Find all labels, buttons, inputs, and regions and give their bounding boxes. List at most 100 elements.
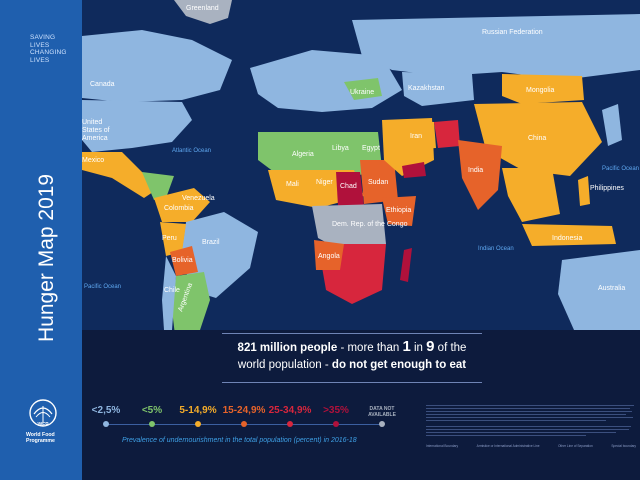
label-philippines: Philippines <box>590 185 624 192</box>
argentina-shape <box>172 272 210 360</box>
label-indonesia: Indonesia <box>552 235 582 242</box>
map-title: Hunger Map 2019 <box>35 132 58 342</box>
boundary-armistice: Armistice or International Administrativ… <box>476 444 540 448</box>
sidebar: SAVING LIVES CHANGING LIVES Hunger Map 2… <box>0 0 82 480</box>
label-indian-ocean: Indian Ocean <box>478 246 514 252</box>
colombia-venezuela-shape <box>154 188 210 222</box>
north-africa-shape <box>258 132 382 180</box>
headline-text: in <box>410 342 427 354</box>
label-libya: Libya <box>332 145 349 152</box>
label-pacific-ocean: Pacific Ocean <box>84 284 121 290</box>
boundary-other: Other Line of Separation <box>558 444 593 448</box>
central-africa-shape <box>312 204 386 252</box>
label-egypt: Egypt <box>362 145 380 152</box>
legend-swatch <box>287 421 293 427</box>
central-america-shape <box>142 172 174 200</box>
label-kazakhstan: Kazakhstan <box>408 85 445 92</box>
greenland-shape <box>174 0 232 24</box>
yemen-shape <box>402 162 426 178</box>
label-peru: Peru <box>162 235 177 242</box>
usa-line2: States of <box>82 127 110 134</box>
label-chile: Chile <box>164 287 180 294</box>
mexico-shape <box>82 152 156 198</box>
label-iran: Iran <box>410 133 422 140</box>
label-niger: Niger <box>316 179 333 186</box>
label-atlantic-ocean: Atlantic Ocean <box>172 148 211 154</box>
label-ethiopia: Ethiopia <box>386 207 411 214</box>
headline-bottom-rule <box>222 382 482 383</box>
methodology-note <box>426 404 636 444</box>
headline: 821 million people - more than 1 in 9 of… <box>222 338 482 371</box>
ethiopia-shape <box>382 196 416 226</box>
japan-korea-shape <box>602 104 622 146</box>
boundary-special: Special boundary <box>611 444 636 448</box>
headline-text: - <box>321 359 332 371</box>
headline-line-1: 821 million people - more than 1 in 9 of… <box>222 338 482 355</box>
label-india: India <box>468 167 483 174</box>
label-mongolia: Mongolia <box>526 87 555 94</box>
headline-text: of the <box>434 342 467 354</box>
label-usa: United States of America <box>82 119 112 142</box>
legend-swatch <box>149 421 155 427</box>
label-algeria: Algeria <box>292 151 314 158</box>
kazakhstan-shape <box>402 72 474 106</box>
label-angola: Angola <box>318 253 340 260</box>
usa-line1: United <box>82 119 102 126</box>
headline-text: - more than <box>337 342 403 354</box>
headline-number-1: 1 <box>402 338 411 355</box>
label-venezuela: Venezuela <box>182 195 215 202</box>
headline-emphasis: do not get enough to eat <box>331 359 467 371</box>
map-title-text: Hunger Map 2019 <box>35 174 58 342</box>
label-greenland: Greenland <box>186 5 219 12</box>
usa-line3: America <box>82 135 108 142</box>
world-map: Russian Federation Canada United States … <box>82 0 640 360</box>
madagascar-shape <box>400 248 412 282</box>
angola-shape <box>314 240 344 270</box>
label-chad: Chad <box>340 183 357 190</box>
peru-shape <box>160 222 186 256</box>
label-pacific-ocean-east: Pacific Ocean <box>602 166 639 172</box>
headline-top-rule <box>222 333 482 334</box>
canada-shape <box>82 30 232 102</box>
chad-shape <box>336 172 364 206</box>
tagline: SAVING LIVES CHANGING LIVES <box>30 34 67 64</box>
headline-stat: 821 million people <box>237 342 338 354</box>
sudan-shape <box>360 160 398 204</box>
indonesia-shape <box>522 224 616 246</box>
mongolia-shape <box>502 74 584 104</box>
headline-line-2: world population - do not get enough to … <box>222 359 482 371</box>
legend-swatch <box>333 421 339 427</box>
boundary-legend: International Boundary Armistice or Inte… <box>426 444 636 448</box>
legend-label: DATA NOT AVAILABLE <box>368 406 396 418</box>
label-russia: Russian Federation <box>482 29 543 36</box>
bolivia-shape <box>170 246 198 276</box>
label-colombia: Colombia <box>164 205 194 212</box>
label-sudan: Sudan <box>368 179 388 186</box>
legend-label: 5-14,9% <box>179 405 217 416</box>
usa-shape <box>82 100 192 152</box>
label-ukraine: Ukraine <box>350 89 374 96</box>
wfp-logo: WFP <box>28 398 58 428</box>
legend-swatch <box>195 421 201 427</box>
methodology-text-lines <box>426 405 634 436</box>
label-australia: Australia <box>598 285 625 292</box>
wfp-logo-text: WFP <box>37 422 49 428</box>
label-drc: Dem. Rep. of the Congo <box>332 221 408 228</box>
headline-text: world population <box>237 359 322 371</box>
legend: <2,5% <5% 5-14,9% 15-24,9% 25-34,9% >35% DATA … <box>92 405 412 465</box>
label-canada: Canada <box>90 81 115 88</box>
southeast-asia-shape <box>502 168 560 222</box>
label-mali: Mali <box>286 181 299 188</box>
legend-label: >35% <box>323 405 349 416</box>
label-brazil: Brazil <box>202 239 220 246</box>
label-mexico: Mexico <box>82 157 104 164</box>
boundary-international: International Boundary <box>426 444 459 448</box>
legend-swatch <box>103 421 109 427</box>
headline-number-9: 9 <box>426 338 435 355</box>
iran-shape <box>402 120 436 150</box>
ukraine-shape <box>344 78 382 100</box>
legend-label: 15-24,9% <box>222 405 266 416</box>
legend-swatch <box>379 421 385 427</box>
afghanistan-shape <box>434 120 460 148</box>
legend-label: <5% <box>141 405 163 416</box>
